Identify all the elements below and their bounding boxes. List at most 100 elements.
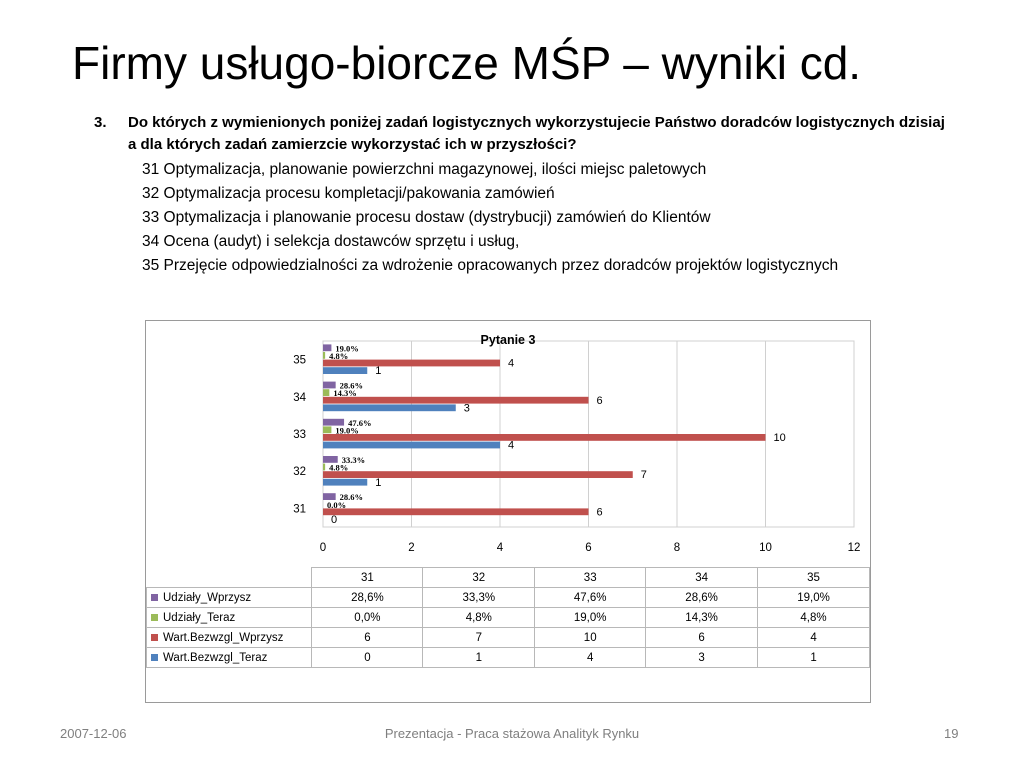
x-tick-label-4: 4 xyxy=(497,542,504,554)
table-cell-Udziały_Teraz-34: 14,3% xyxy=(645,607,759,628)
table-cell-Wart.Bezwzgl_Teraz-32: 1 xyxy=(422,647,536,668)
table-cell-Udziały_Wprzysz-35: 19,0% xyxy=(757,587,870,608)
data-label-Wart.Bezwzgl_Teraz-34: 3 xyxy=(464,402,470,414)
table-cell-Udziały_Wprzysz-32: 33,3% xyxy=(422,587,536,608)
data-label-Udziały_Teraz-32: 4.8% xyxy=(329,463,348,473)
chart-data-table: 31 32 33 34 35 Udziały_Wprzysz 28,6% 33,3% 47,6%… xyxy=(145,567,870,668)
bar-Wart.Bezwzgl_Wprzysz-31 xyxy=(323,508,589,516)
bar-Udziały_Teraz-33 xyxy=(323,426,332,434)
data-label-Udziały_Wprzysz-34: 28.6% xyxy=(340,381,363,391)
data-label-Wart.Bezwzgl_Wprzysz-31: 6 xyxy=(597,506,603,518)
bar-Wart.Bezwzgl_Wprzysz-34 xyxy=(323,396,589,404)
bar-Wart.Bezwzgl_Wprzysz-33 xyxy=(323,434,766,441)
bar-Udziały_Wprzysz-32 xyxy=(323,456,338,463)
bar-Wart.Bezwzgl_Teraz-32 xyxy=(323,478,368,486)
y-tick-label-31: 31 xyxy=(293,503,306,515)
footer-page-number: 19 xyxy=(944,726,959,741)
table-header-34: 34 xyxy=(645,567,759,588)
table-cell-Wart.Bezwzgl_Teraz-31: 0 xyxy=(311,647,424,668)
bar-Wart.Bezwzgl_Wprzysz-35 xyxy=(323,359,500,367)
legend-key-Udziały_Wprzysz xyxy=(151,593,158,601)
legend-label-Udziały_Wprzysz: Udziały_Wprzysz xyxy=(163,591,252,604)
answer-options: 31 Optymalizacja, planowanie powierzchni… xyxy=(142,158,902,278)
table-cell-Udziały_Teraz-32: 4,8% xyxy=(422,607,536,628)
bar-Wart.Bezwzgl_Teraz-33 xyxy=(323,441,500,449)
question-number: 3. xyxy=(94,114,107,131)
table-cell-Wart.Bezwzgl_Teraz-35: 1 xyxy=(757,647,870,668)
bar-Wart.Bezwzgl_Teraz-34 xyxy=(323,404,456,412)
y-tick-label-33: 33 xyxy=(293,429,306,441)
bar-Udziały_Wprzysz-35 xyxy=(323,344,332,352)
data-label-Wart.Bezwzgl_Wprzysz-32: 7 xyxy=(641,469,647,481)
x-tick-label-0: 0 xyxy=(320,542,326,554)
table-row-label-Udziały_Teraz: Udziały_Teraz xyxy=(145,607,313,628)
question: 3. Do których z wymienionych poniżej zad… xyxy=(94,112,954,156)
data-label-Wart.Bezwzgl_Wprzysz-34: 6 xyxy=(597,395,603,407)
x-tick-label-12: 12 xyxy=(848,542,861,554)
table-cell-Udziały_Wprzysz-33: 47,6% xyxy=(534,587,647,608)
table-corner xyxy=(146,567,313,588)
option-34: 34 Ocena (audyt) i selekcja dostawców sp… xyxy=(142,233,520,250)
table-cell-Udziały_Wprzysz-34: 28,6% xyxy=(645,587,759,608)
question-text: Do których z wymienionych poniżej zadań … xyxy=(128,114,945,153)
option-31: 31 Optymalizacja, planowanie powierzchni… xyxy=(142,161,707,178)
table-row-label-Wart.Bezwzgl_Teraz: Wart.Bezwzgl_Teraz xyxy=(145,647,313,668)
x-tick-label-10: 10 xyxy=(759,542,772,554)
bar-Udziały_Wprzysz-31 xyxy=(323,493,336,500)
table-cell-Wart.Bezwzgl_Teraz-33: 4 xyxy=(534,647,647,668)
table-header-33: 33 xyxy=(534,567,647,588)
table-row-label-Wart.Bezwzgl_Wprzysz: Wart.Bezwzgl_Wprzysz xyxy=(145,627,313,648)
table-cell-Udziały_Wprzysz-31: 28,6% xyxy=(311,587,424,608)
table-cell-Wart.Bezwzgl_Wprzysz-33: 10 xyxy=(534,627,647,648)
table-cell-Udziały_Teraz-31: 0,0% xyxy=(311,607,424,628)
bar-Udziały_Teraz-35 xyxy=(323,352,326,359)
table-header-32: 32 xyxy=(422,567,536,588)
table-cell-Wart.Bezwzgl_Wprzysz-35: 4 xyxy=(757,627,870,648)
table-cell-Wart.Bezwzgl_Teraz-34: 3 xyxy=(645,647,759,668)
option-35: 35 Przejęcie odpowiedzialności za wdroże… xyxy=(142,257,839,274)
footer-presentation-name: Prezentacja - Praca stażowa Analityk Ryn… xyxy=(384,726,640,741)
x-tick-label-8: 8 xyxy=(674,542,680,554)
legend-key-Wart.Bezwzgl_Wprzysz xyxy=(151,633,158,641)
data-label-Wart.Bezwzgl_Teraz-31: 0 xyxy=(331,514,337,526)
data-label-Udziały_Wprzysz-31: 28.6% xyxy=(340,492,363,502)
legend-label-Wart.Bezwzgl_Wprzysz: Wart.Bezwzgl_Wprzysz xyxy=(163,631,284,644)
legend-key-Udziały_Teraz xyxy=(151,613,158,621)
table-header-35: 35 xyxy=(757,567,870,588)
bar-Wart.Bezwzgl_Wprzysz-32 xyxy=(323,471,633,478)
table-cell-Udziały_Teraz-35: 4,8% xyxy=(757,607,870,628)
y-tick-label-34: 34 xyxy=(293,392,306,404)
table-header-31: 31 xyxy=(311,567,424,588)
data-label-Udziały_Teraz-34: 14.3% xyxy=(333,388,356,398)
data-label-Wart.Bezwzgl_Teraz-33: 4 xyxy=(508,440,514,452)
table-cell-Wart.Bezwzgl_Wprzysz-34: 6 xyxy=(645,627,759,648)
data-label-Udziały_Teraz-35: 4.8% xyxy=(329,351,348,361)
footer-date: 2007-12-06 xyxy=(60,726,127,741)
option-33: 33 Optymalizacja i planowanie procesu do… xyxy=(142,209,711,226)
slide-title: Firmy usługo-biorcze MŚP – wyniki cd. xyxy=(72,37,862,89)
data-label-Udziały_Wprzysz-35: 19.0% xyxy=(335,343,358,353)
data-label-Wart.Bezwzgl_Teraz-32: 1 xyxy=(375,477,381,489)
table-cell-Udziały_Teraz-33: 19,0% xyxy=(534,607,647,628)
data-label-Wart.Bezwzgl_Teraz-35: 1 xyxy=(375,365,381,377)
bar-Udziały_Teraz-32 xyxy=(323,463,326,471)
table-cell-Wart.Bezwzgl_Wprzysz-32: 7 xyxy=(422,627,536,648)
data-label-Wart.Bezwzgl_Wprzysz-35: 4 xyxy=(508,358,514,370)
legend-label-Wart.Bezwzgl_Teraz: Wart.Bezwzgl_Teraz xyxy=(163,651,268,664)
y-tick-label-32: 32 xyxy=(293,466,306,478)
data-label-Udziały_Teraz-33: 19.0% xyxy=(335,425,358,435)
legend-label-Udziały_Teraz: Udziały_Teraz xyxy=(163,611,236,624)
legend-key-Wart.Bezwzgl_Teraz xyxy=(151,653,158,661)
bar-Udziały_Wprzysz-33 xyxy=(323,418,345,426)
bar-Udziały_Teraz-34 xyxy=(323,389,330,396)
data-label-Udziały_Teraz-31: 0.0% xyxy=(327,500,346,510)
chart-area: 0 2 4 6 8 10 12 Pytanie 3 31 28.6% 0.0% 6 0 32 33.3% 4.… xyxy=(145,320,871,703)
chart-title: Pytanie 3 xyxy=(481,333,536,347)
y-tick-label-35: 35 xyxy=(293,355,306,367)
bar-Udziały_Wprzysz-34 xyxy=(323,381,336,389)
table-row-label-Udziały_Wprzysz: Udziały_Wprzysz xyxy=(145,587,313,608)
bar-Wart.Bezwzgl_Teraz-35 xyxy=(323,367,368,374)
x-tick-label-6: 6 xyxy=(585,542,591,554)
data-label-Udziały_Wprzysz-33: 47.6% xyxy=(348,418,371,428)
